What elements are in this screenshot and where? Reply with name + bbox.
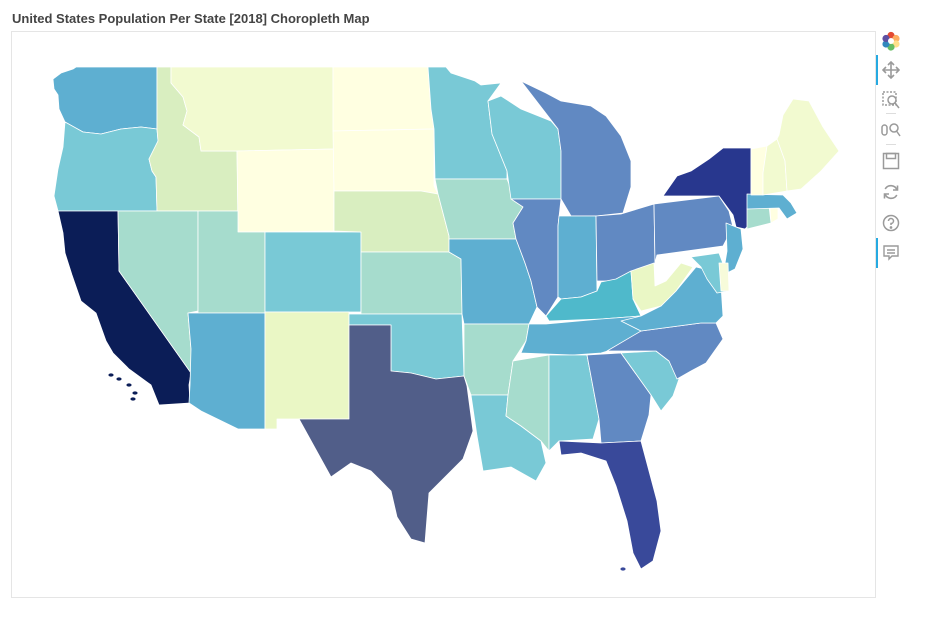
state-nj[interactable] <box>722 222 744 276</box>
state-ct[interactable] <box>746 205 772 230</box>
state-co[interactable] <box>264 231 362 313</box>
us-choropleth-map[interactable] <box>12 32 877 599</box>
save-tool-icon[interactable] <box>880 150 902 172</box>
state-in[interactable] <box>557 215 598 300</box>
state-sd[interactable] <box>332 128 439 195</box>
toolbar-divider <box>886 113 896 114</box>
island-shape <box>108 373 114 377</box>
state-wy[interactable] <box>236 148 335 233</box>
state-wv[interactable] <box>630 262 694 312</box>
toolbar-divider <box>886 144 896 145</box>
help-tool-icon[interactable] <box>880 212 902 234</box>
state-tx[interactable] <box>298 324 474 544</box>
chart-title: United States Population Per State [2018… <box>12 11 370 26</box>
state-mi[interactable] <box>520 80 632 217</box>
pan-tool-icon[interactable] <box>876 55 902 85</box>
wheel-zoom-tool-icon[interactable] <box>880 119 902 141</box>
state-fl[interactable] <box>558 440 662 570</box>
island-shape <box>620 567 626 571</box>
state-pa[interactable] <box>653 195 734 264</box>
state-nm[interactable] <box>264 311 350 430</box>
state-ma[interactable] <box>746 193 798 220</box>
hover-tool-icon[interactable] <box>876 238 902 268</box>
island-shape <box>130 397 136 401</box>
island-shape <box>132 391 138 395</box>
state-me[interactable] <box>776 98 840 192</box>
map-plot-area[interactable] <box>11 31 876 598</box>
bokeh-logo-icon[interactable] <box>880 30 902 52</box>
state-ks[interactable] <box>360 251 463 315</box>
state-ri[interactable] <box>769 207 779 224</box>
state-de[interactable] <box>718 262 730 292</box>
state-az[interactable] <box>187 312 266 430</box>
island-shape <box>116 377 122 381</box>
state-nd[interactable] <box>332 66 435 132</box>
island-shape <box>126 383 132 387</box>
state-or[interactable] <box>53 121 159 212</box>
reset-tool-icon[interactable] <box>880 181 902 203</box>
plot-toolbar <box>876 28 906 288</box>
box-zoom-tool-icon[interactable] <box>880 89 902 111</box>
